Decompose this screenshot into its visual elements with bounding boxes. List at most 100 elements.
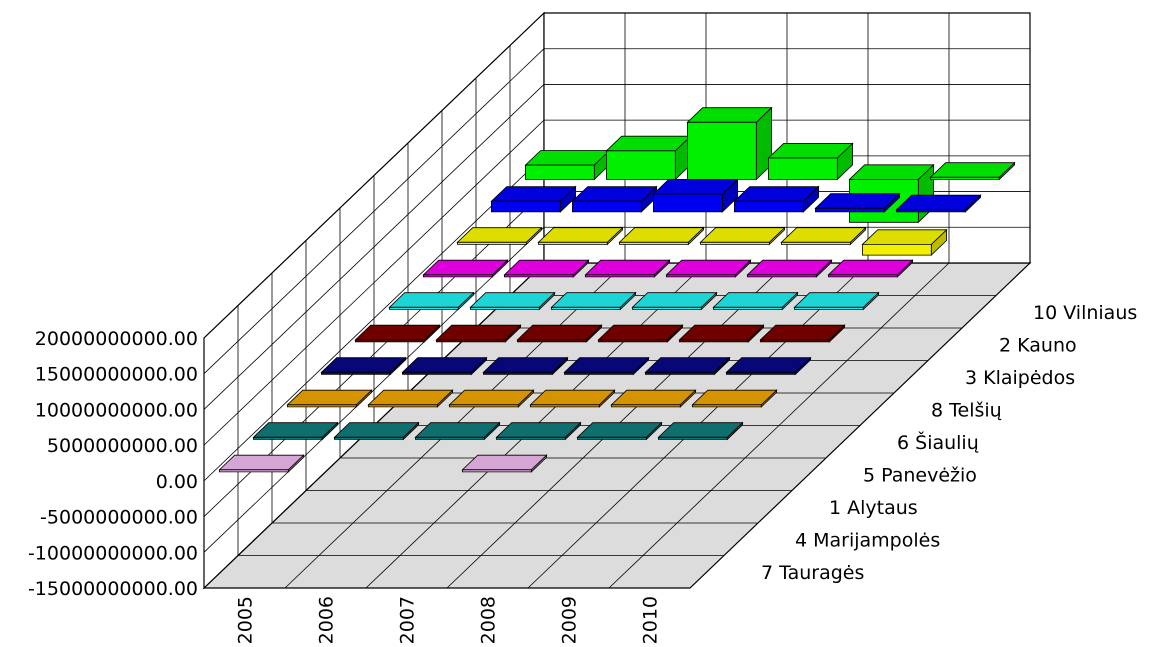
bar xyxy=(652,178,739,213)
bar xyxy=(610,389,697,408)
bar-front xyxy=(286,404,357,408)
bar-top xyxy=(461,454,548,471)
series-label: 8 Telšių xyxy=(931,399,1002,421)
bar-top xyxy=(746,259,833,276)
chart-bars xyxy=(218,106,1016,473)
bar xyxy=(597,324,684,343)
bar-top xyxy=(448,389,535,406)
bar-front xyxy=(456,241,527,245)
bar-front xyxy=(815,207,885,213)
bar-top xyxy=(657,422,744,438)
bar-top xyxy=(495,422,582,438)
bar-front xyxy=(495,436,566,440)
series-label: 7 Tauragės xyxy=(761,562,864,584)
bar xyxy=(490,185,577,213)
bar xyxy=(691,389,778,408)
bar-top xyxy=(597,324,684,341)
bar xyxy=(537,226,624,246)
bar-top xyxy=(759,324,846,341)
bar-front xyxy=(606,150,676,180)
bar xyxy=(699,226,786,246)
bar-front xyxy=(414,436,485,440)
bar-top xyxy=(286,389,373,406)
bar xyxy=(678,324,765,343)
series-label: 5 Panevėžio xyxy=(863,464,977,486)
x-tick-label: 2009 xyxy=(559,596,581,644)
bar-front xyxy=(692,404,762,408)
series-label: 10 Vilniaus xyxy=(1033,302,1137,324)
bar-top xyxy=(571,186,658,202)
bar xyxy=(435,324,522,343)
bar-front xyxy=(760,339,830,343)
x-tick-label: 2008 xyxy=(478,596,500,644)
bar-top xyxy=(699,227,786,243)
bar-front xyxy=(930,176,1000,180)
bar-top xyxy=(456,227,543,243)
bar xyxy=(814,192,901,213)
bar-front xyxy=(658,436,728,440)
bar-top xyxy=(503,259,590,276)
series-axis-labels: 7 Tauragės 4 Marijampolės 1 Alytaus 5 Panev… xyxy=(761,302,1137,584)
bar xyxy=(461,454,548,473)
bar-top xyxy=(780,227,867,243)
bar-front xyxy=(768,157,838,180)
bar xyxy=(665,259,752,278)
bar-top xyxy=(827,259,914,276)
bar xyxy=(780,226,867,246)
bar-top xyxy=(605,135,692,152)
bar-top xyxy=(686,107,773,123)
bar xyxy=(469,291,556,311)
bar-front xyxy=(469,306,540,310)
bar-top xyxy=(516,324,603,341)
bar-front xyxy=(619,241,689,245)
bar-front xyxy=(666,274,736,278)
bar-front xyxy=(530,404,600,408)
bar-front xyxy=(388,306,459,310)
bar xyxy=(367,389,454,408)
bar-top xyxy=(631,292,718,308)
bar-front xyxy=(354,339,425,343)
bar xyxy=(456,226,543,246)
bar xyxy=(388,291,475,311)
bar xyxy=(320,356,407,376)
bar xyxy=(584,259,671,278)
bar xyxy=(618,226,705,246)
bar-front xyxy=(503,274,574,278)
bar-top xyxy=(584,259,671,276)
bar-front xyxy=(517,339,587,343)
bar-front xyxy=(687,121,757,180)
bar-top xyxy=(218,454,305,471)
bar-front xyxy=(611,404,681,408)
bar-top xyxy=(524,150,611,166)
x-tick-label: 2010 xyxy=(640,596,662,644)
y-tick-label: 10000000000.00 xyxy=(35,399,198,421)
bar xyxy=(563,356,650,376)
bar-front xyxy=(645,371,715,375)
bar-top xyxy=(644,357,731,373)
bar xyxy=(929,161,1016,181)
bar-top xyxy=(422,259,509,276)
bar-top xyxy=(725,357,812,373)
bar-top xyxy=(618,227,705,243)
bar-front xyxy=(713,306,783,310)
bar-top xyxy=(401,357,488,373)
bar xyxy=(482,356,569,376)
bar-top xyxy=(550,292,637,308)
bar-front xyxy=(564,371,634,375)
y-tick-label: 20000000000.00 xyxy=(35,328,198,350)
bar-front xyxy=(461,469,532,473)
series-label: 1 Alytaus xyxy=(829,497,918,519)
bar-front xyxy=(482,371,553,375)
bar-front xyxy=(747,274,817,278)
x-axis-tick-labels: 2005 2006 2007 2008 2009 2010 xyxy=(235,596,662,644)
bar xyxy=(529,389,616,408)
bar-front xyxy=(598,339,668,343)
bar-front xyxy=(218,469,289,473)
bar-top xyxy=(354,324,441,341)
bar-top xyxy=(733,186,820,202)
bar-top xyxy=(665,259,752,276)
bar xyxy=(354,324,441,343)
bar-top xyxy=(529,389,616,406)
bar-top xyxy=(252,422,339,438)
